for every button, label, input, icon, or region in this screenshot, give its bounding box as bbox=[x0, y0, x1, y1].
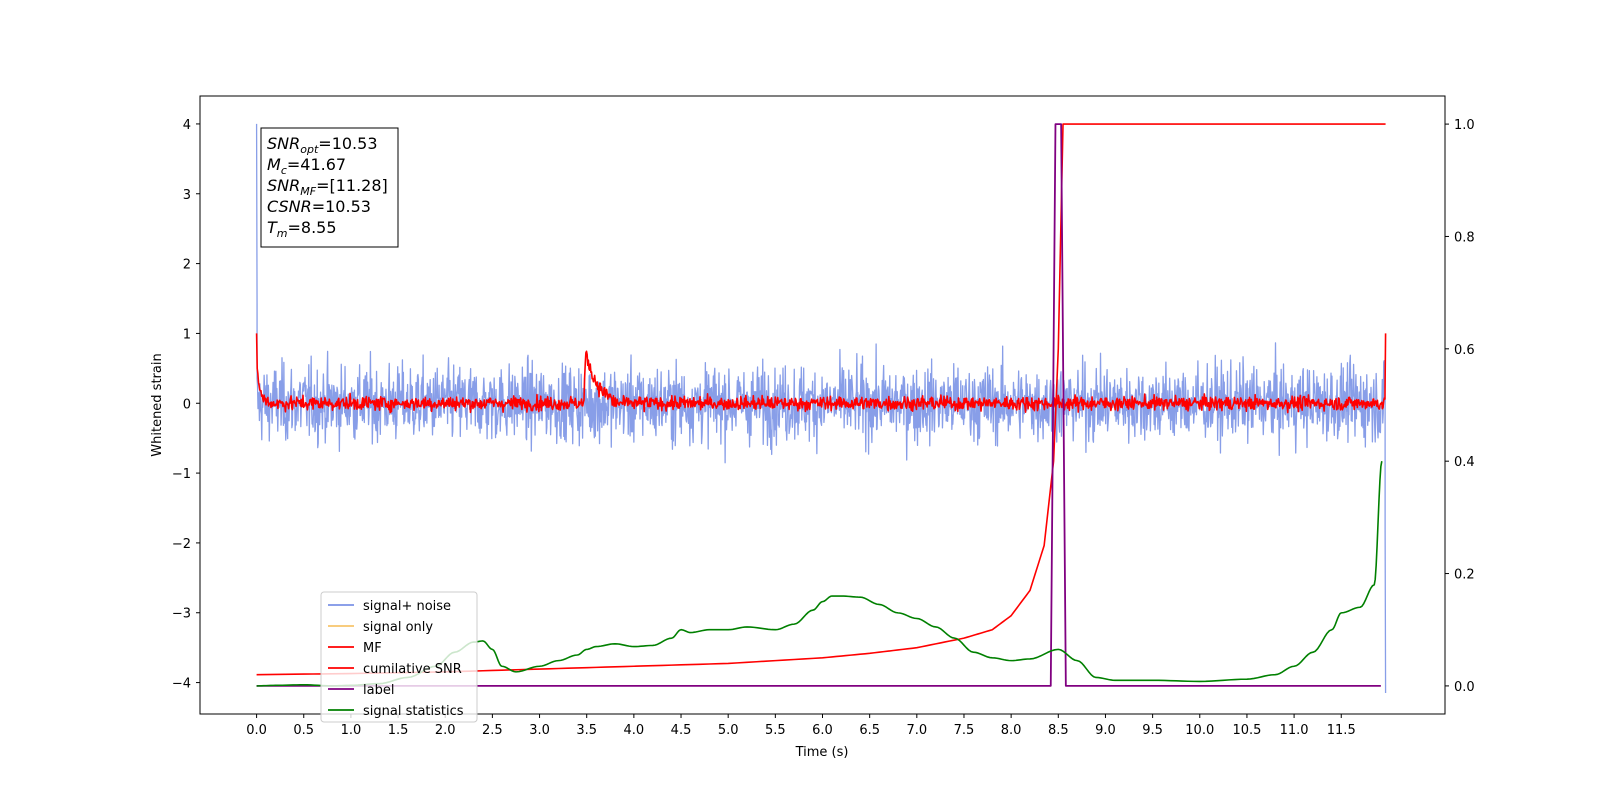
legend-entry-label: label bbox=[363, 683, 394, 698]
annotation-line: Mc=41.67 bbox=[267, 155, 346, 177]
y-tick-label-left: 1 bbox=[183, 327, 191, 342]
x-tick-label: 11.5 bbox=[1327, 723, 1356, 738]
y-tick-label-right: 0.4 bbox=[1454, 455, 1475, 470]
x-tick-label: 0.5 bbox=[293, 723, 314, 738]
y-tick-label-right: 1.0 bbox=[1454, 118, 1475, 133]
y-tick-label-left: −2 bbox=[172, 537, 191, 552]
x-tick-label: 6.0 bbox=[812, 723, 833, 738]
annotation-line: CSNR=10.53 bbox=[267, 197, 371, 216]
x-tick-label: 2.0 bbox=[435, 723, 456, 738]
y-tick-label-right: 0.6 bbox=[1454, 343, 1475, 358]
annotation-value: =8.55 bbox=[288, 218, 337, 237]
x-tick-label: 2.5 bbox=[482, 723, 503, 738]
x-tick-label: 7.5 bbox=[954, 723, 975, 738]
x-axis-label: Time (s) bbox=[795, 745, 849, 760]
y-tick-label-right: 0.0 bbox=[1454, 680, 1475, 695]
x-tick-label: 8.0 bbox=[1001, 723, 1022, 738]
x-tick-label: 8.5 bbox=[1048, 723, 1069, 738]
x-tick-label: 9.0 bbox=[1095, 723, 1116, 738]
annotation-var: CSNR bbox=[267, 197, 312, 216]
annotation-var: T bbox=[267, 218, 278, 237]
x-tick-label: 3.5 bbox=[576, 723, 597, 738]
legend-entry-label: cumilative SNR bbox=[363, 662, 462, 677]
y-tick-label-left: 0 bbox=[183, 397, 191, 412]
x-axis: 0.0 0.5 1.0 1.5 2.0 2.5 3.0 3.5 4.0 4.5 5.0 5.5 6.0 6… bbox=[246, 714, 1356, 738]
y-tick-label-left: 2 bbox=[183, 258, 191, 273]
y-axis-right: 1.0 0.8 0.6 0.4 0.2 0.0 bbox=[1445, 118, 1475, 695]
legend: signal+ noise signal only MF cumilative SNR… bbox=[320, 591, 478, 723]
x-tick-label: 4.5 bbox=[671, 723, 692, 738]
annotation-line: SNRMF=[11.28] bbox=[267, 176, 388, 198]
y-tick-label-left: −4 bbox=[172, 677, 191, 692]
annotation-box: SNRopt=10.53Mc=41.67SNRMF=[11.28]CSNR=10… bbox=[260, 127, 399, 248]
x-tick-label: 0.0 bbox=[246, 723, 267, 738]
x-tick-label: 7.0 bbox=[906, 723, 927, 738]
annotation-sub: MF bbox=[300, 185, 316, 198]
x-tick-label: 10.5 bbox=[1232, 723, 1261, 738]
series-cumulative-snr-line bbox=[256, 123, 1386, 676]
x-tick-label: 1.5 bbox=[388, 723, 409, 738]
x-tick-label: 11.0 bbox=[1280, 723, 1309, 738]
annotation-value: =41.67 bbox=[287, 155, 346, 174]
legend-entry-label: signal only bbox=[363, 620, 433, 635]
y-axis-label: Whitened strain bbox=[150, 353, 165, 456]
y-tick-label-left: 4 bbox=[183, 118, 191, 133]
x-tick-label: 9.5 bbox=[1142, 723, 1163, 738]
legend-entry-label: MF bbox=[363, 641, 382, 656]
legend-entry-label: signal+ noise bbox=[363, 599, 451, 614]
annotation-sub: c bbox=[281, 164, 287, 177]
x-tick-label: 4.0 bbox=[624, 723, 645, 738]
x-tick-label: 3.0 bbox=[529, 723, 550, 738]
y-tick-label-right: 0.8 bbox=[1454, 230, 1475, 245]
x-tick-label: 5.5 bbox=[765, 723, 786, 738]
series-mf-line bbox=[255, 333, 1387, 414]
y-tick-label-left: −3 bbox=[172, 607, 191, 622]
legend-frame bbox=[320, 591, 478, 723]
annotation-var: SNR bbox=[267, 176, 300, 195]
annotation-value: =10.53 bbox=[312, 197, 371, 216]
x-tick-label: 1.0 bbox=[341, 723, 362, 738]
series-label-line bbox=[256, 123, 1381, 687]
annotation-value: =10.53 bbox=[318, 134, 377, 153]
y-axis-left: 4 3 2 1 0 −1 −2 −3 −4 bbox=[172, 118, 200, 692]
annotation-var: M bbox=[267, 155, 281, 174]
annotation-value: =[11.28] bbox=[316, 176, 388, 195]
annotation-sub: m bbox=[277, 227, 288, 240]
annotation-sub: opt bbox=[300, 143, 319, 156]
series-layer bbox=[255, 123, 1387, 694]
series-signal-statistics-line bbox=[256, 461, 1383, 687]
annotation-line: Tm=8.55 bbox=[267, 218, 337, 240]
annotation-frame bbox=[260, 127, 399, 248]
legend-entry-label: signal statistics bbox=[363, 704, 464, 719]
annotation-line: SNRopt=10.53 bbox=[267, 134, 378, 156]
x-tick-label: 5.0 bbox=[718, 723, 739, 738]
y-tick-label-left: −1 bbox=[172, 467, 191, 482]
y-tick-label-right: 0.2 bbox=[1454, 568, 1475, 583]
x-tick-label: 10.0 bbox=[1185, 723, 1214, 738]
y-tick-label-left: 3 bbox=[183, 188, 191, 203]
x-tick-label: 6.5 bbox=[859, 723, 880, 738]
annotation-var: SNR bbox=[267, 134, 300, 153]
